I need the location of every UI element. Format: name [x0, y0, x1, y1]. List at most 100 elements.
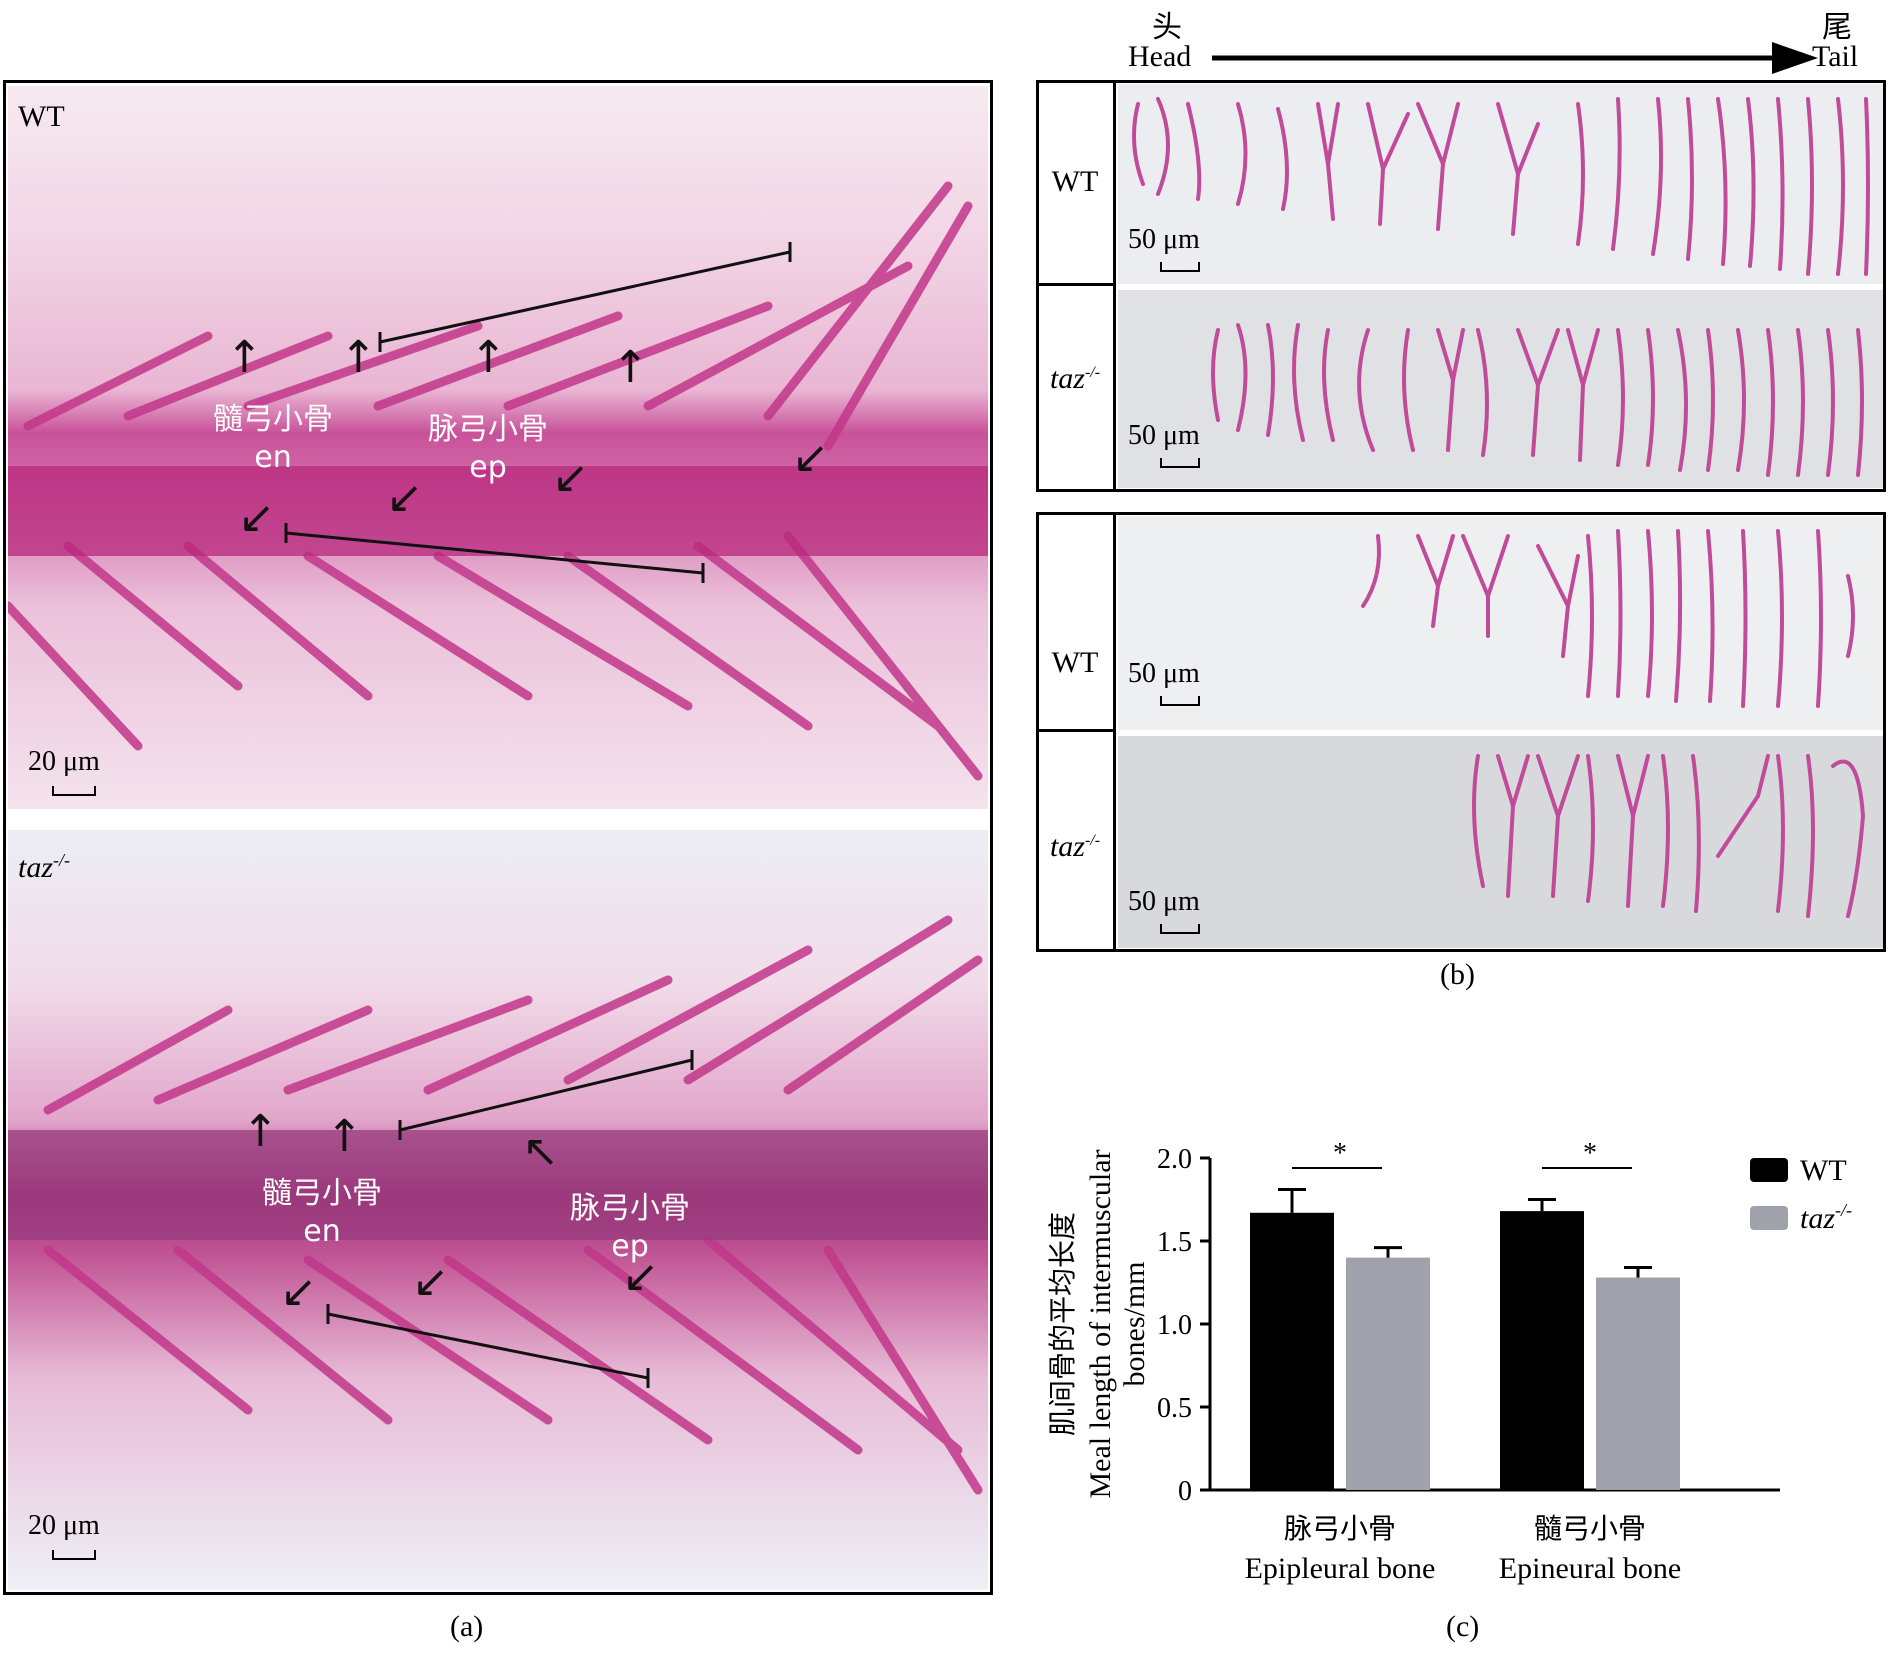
arrow-icon: ↙: [552, 452, 589, 503]
label-en-abbr: en: [303, 1213, 341, 1249]
label-ep-cn: 脉弓小骨: [428, 412, 548, 447]
panel-a-frame: [3, 80, 993, 1595]
panel-b-row1-strip: 50 μm: [1118, 84, 1883, 284]
legend-label-sup: -/-: [1835, 1200, 1852, 1220]
row4-bones: [1472, 754, 1866, 918]
row1-scale-label: 50 μm: [1128, 224, 1200, 255]
y-tick-label: 0: [1178, 1476, 1192, 1507]
legend-swatch-taz: [1750, 1206, 1788, 1230]
panel-b-row3-divider: [1036, 729, 1116, 732]
panel-a-bottom-scalebar: [52, 1550, 96, 1560]
bracket-line-bottom-1: [399, 1058, 693, 1132]
panel-a-top-scale-label: 20 μm: [28, 746, 100, 777]
x-category-cn: 脉弓小骨: [1284, 1512, 1396, 1545]
panel-b-row1-divider: [1036, 283, 1116, 286]
row3-scalebar: [1160, 696, 1200, 706]
label-en-bottom: 髓弓小骨 en: [242, 1175, 402, 1250]
panel-a-bottom-image: taz-/- ↑ ↑ ↖ ↙ ↙ ↙ 髓弓小骨 en 脉弓小骨 ep 20 μm: [8, 830, 988, 1590]
arrow-icon: ↙: [386, 472, 423, 523]
arrow-icon: ↑: [612, 342, 649, 393]
significance-star: *: [1333, 1138, 1347, 1169]
label-ep-abbr: ep: [611, 1228, 649, 1264]
arrow-icon: ↙: [280, 1266, 317, 1317]
label-ep-abbr: ep: [469, 449, 507, 485]
tail-cn: 尾: [1822, 11, 1852, 44]
panel-b-upper-frame: [1036, 80, 1886, 492]
arrow-icon: ↑: [326, 1111, 363, 1162]
row2-genotype-text: taz: [1049, 362, 1085, 395]
row1-bones: [1132, 97, 1870, 276]
legend-swatch-wt: [1750, 1158, 1788, 1182]
tail-en: Tail: [1812, 40, 1859, 73]
x-category-cn: 髓弓小骨: [1534, 1512, 1646, 1545]
panel-a-bottom-bones: [8, 915, 988, 1495]
head-en: Head: [1128, 40, 1192, 73]
row2-scale-label: 50 μm: [1128, 420, 1200, 451]
y-tick-label: 0.5: [1157, 1393, 1192, 1424]
arrow-icon: ↑: [340, 332, 377, 383]
row4-scalebar: [1160, 924, 1200, 934]
row2-bones: [1211, 323, 1864, 477]
y-axis-label-cn: 肌间骨的平均长度: [1046, 1212, 1079, 1436]
y-axis-label-unit: bones/mm: [1118, 1262, 1151, 1387]
label-ep-bottom: 脉弓小骨 ep: [550, 1190, 710, 1265]
legend-label-taz: taz-/-: [1800, 1200, 1852, 1235]
panel-a-caption: (a): [450, 1610, 484, 1643]
label-en-top: 髓弓小骨 en: [193, 401, 353, 476]
row4-genotype-sup: -/-: [1084, 832, 1101, 849]
panel-b-caption: (b): [1440, 958, 1475, 991]
legend-label-wt: WT: [1800, 1154, 1847, 1187]
panel-a-top-bones: [8, 181, 988, 781]
genotype-text: taz: [18, 851, 54, 884]
head-cn: 头: [1152, 11, 1182, 44]
panel-a-bottom-genotype: taz-/-: [18, 850, 70, 885]
row4-genotype: taz-/-: [1038, 830, 1112, 864]
row4-genotype-text: taz: [1049, 830, 1085, 863]
arrow-icon: ↙: [238, 492, 275, 543]
panel-c-caption: (c): [1446, 1610, 1480, 1643]
y-tick-label: 1.5: [1157, 1227, 1192, 1258]
row3-genotype: WT: [1051, 646, 1099, 679]
bar-taz-0: [1346, 1257, 1430, 1490]
panel-a-bottom-scale-label: 20 μm: [28, 1510, 100, 1541]
panel-b-row3-strip: 50 μm: [1118, 516, 1883, 730]
y-tick-label: 2.0: [1157, 1144, 1192, 1175]
panel-b-lower-label-divider: [1113, 512, 1116, 952]
arrow-icon: ↙: [622, 1251, 659, 1302]
arrow-icon: ↖: [522, 1126, 559, 1177]
row3-scale-label: 50 μm: [1128, 658, 1200, 689]
panel-b-upper-label-divider: [1113, 80, 1116, 492]
label-en-cn: 髓弓小骨: [262, 1176, 382, 1211]
bracket-line-top-2: [285, 531, 704, 575]
panel-c-chart: 0 0.5 1.0 1.5 2.0 肌间骨的平均长度 Meal length of int…: [1046, 1138, 1852, 1585]
label-en-abbr: en: [254, 439, 292, 475]
bar-wt-1: [1500, 1211, 1584, 1490]
label-en-cn: 髓弓小骨: [213, 402, 333, 437]
x-category-en: Epineural bone: [1499, 1552, 1681, 1585]
bracket-line-bottom-2: [327, 1312, 649, 1380]
row2-genotype-sup: -/-: [1084, 364, 1101, 381]
bar-wt-0: [1250, 1212, 1334, 1490]
row4-scale-label: 50 μm: [1128, 886, 1200, 917]
row1-genotype: WT: [1051, 165, 1099, 198]
arrow-icon: ↑: [470, 332, 507, 383]
significance-star: *: [1583, 1138, 1597, 1169]
y-tick-label: 1.0: [1157, 1310, 1192, 1341]
row2-scalebar: [1160, 458, 1200, 468]
panel-a-top-scalebar: [52, 786, 96, 796]
panel-a-top-genotype: WT: [18, 100, 65, 133]
bar-taz-1: [1596, 1277, 1680, 1490]
row3-bones: [1361, 529, 1855, 708]
genotype-sup: -/-: [53, 850, 71, 870]
head-tail-arrow: [1212, 42, 1818, 74]
row1-scalebar: [1160, 262, 1200, 272]
arrow-icon: ↑: [226, 332, 263, 383]
arrow-icon: ↑: [242, 1106, 279, 1157]
x-category-en: Epipleural bone: [1245, 1552, 1436, 1585]
panel-b-lower-frame: [1036, 512, 1886, 952]
arrow-icon: ↙: [412, 1256, 449, 1307]
row2-genotype: taz-/-: [1038, 362, 1112, 396]
arrow-icon: ↙: [792, 432, 829, 483]
bracket-line-top-1: [379, 250, 791, 344]
panel-a-top-image: WT ↑ ↑ ↑ ↑ ↙ ↙ ↙ ↙ 髓弓小骨 en 脉弓小骨 ep 20 μm: [8, 86, 988, 809]
